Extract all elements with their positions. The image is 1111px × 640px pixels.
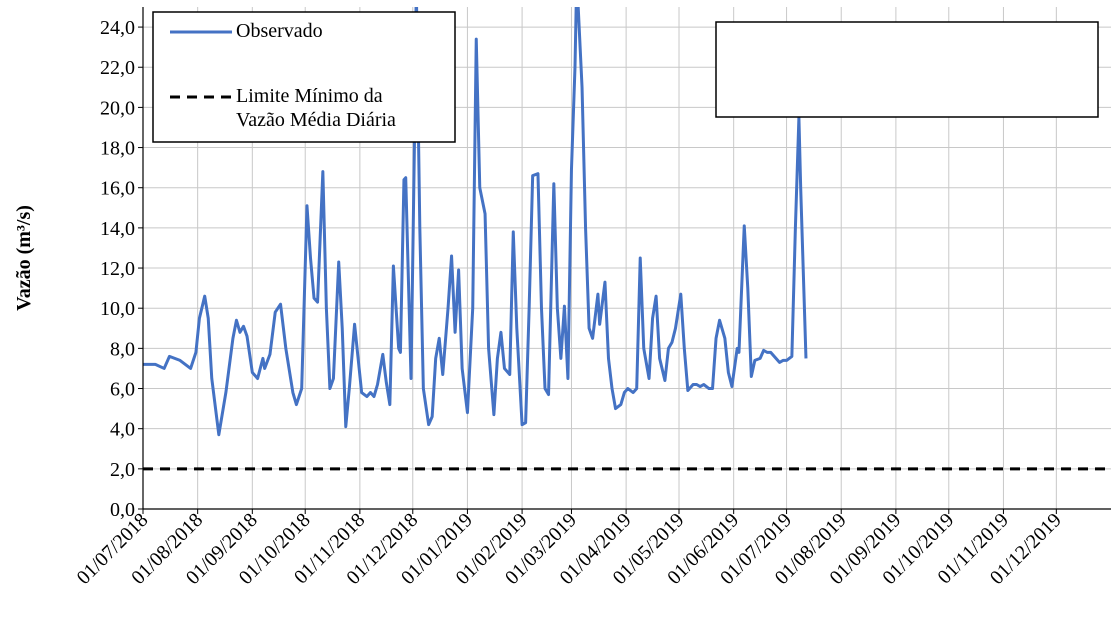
y-tick-label: 14,0 [100,218,135,240]
y-tick-label: 0,0 [110,499,135,521]
legend-label: Observado [236,20,323,42]
y-tick-label: 6,0 [110,379,135,401]
y-tick-label: 12,0 [100,258,135,280]
legend-box [152,11,456,143]
y-tick-label: 22,0 [100,57,135,79]
legend-label: Limite Mínimo da Vazão Média Diária [236,85,396,131]
y-tick-label: 10,0 [100,298,135,320]
y-tick-label: 8,0 [110,338,135,360]
legend [170,30,232,99]
blank-box [715,21,1099,118]
series-line [143,7,808,437]
y-tick-label: 18,0 [100,138,135,160]
y-tick-label: 16,0 [100,178,135,200]
y-tick-label: 4,0 [110,419,135,441]
y-tick-label: 2,0 [110,459,135,481]
y-axis-label: Vazão (m³/s) [13,205,35,311]
y-tick-label: 24,0 [100,17,135,39]
y-tick-label: 20,0 [100,97,135,119]
plot-lines [143,7,1111,471]
